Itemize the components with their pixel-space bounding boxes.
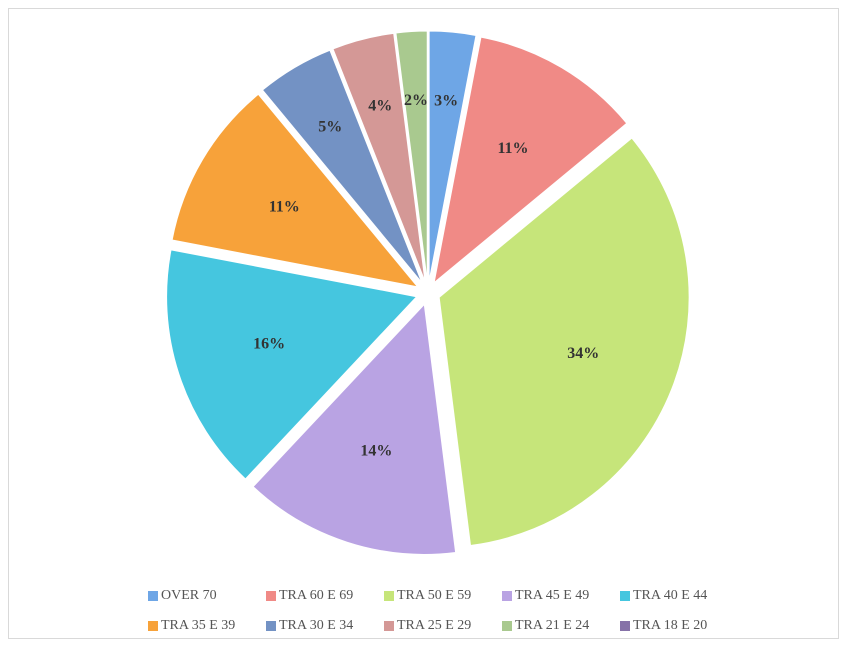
data-label: 3% [434,93,458,110]
legend-swatch [384,591,394,601]
legend-label: TRA 45 E 49 [515,588,589,603]
legend-label: TRA 18 E 20 [633,618,707,633]
pie-slice [438,137,690,547]
legend-swatch [266,591,276,601]
pie-slice [433,36,628,284]
legend-swatch [148,591,158,601]
legend-label: OVER 70 [161,588,217,603]
pie-slice [252,303,457,555]
data-label: 2% [404,92,428,109]
legend-label: TRA 60 E 69 [279,588,353,603]
pie-slice [332,32,426,282]
legend-label: TRA 50 E 59 [397,588,471,603]
pie-slice [261,49,423,283]
pie-slice [428,30,477,282]
data-label: 34% [567,345,599,362]
legend-label: TRA 21 E 24 [515,618,589,633]
data-label: 5% [318,118,342,135]
pie-slice [395,30,428,282]
data-label: 11% [497,140,528,157]
pie-slice [166,249,418,480]
legend-swatch [502,621,512,631]
data-label: 14% [360,442,392,459]
legend-label: TRA 35 E 39 [161,618,235,633]
data-label: 11% [269,199,300,216]
legend-swatch [148,621,158,631]
legend-swatch [384,621,394,631]
legend-swatch [266,621,276,631]
legend-swatch [620,621,630,631]
legend-label: TRA 40 E 44 [633,588,707,603]
legend-label: TRA 30 E 34 [279,618,353,633]
legend-swatch [502,591,512,601]
legend-label: TRA 25 E 29 [397,618,471,633]
data-label: 4% [368,98,392,115]
legend-swatch [620,591,630,601]
pie-slice [171,93,419,288]
data-label: 16% [253,335,285,352]
